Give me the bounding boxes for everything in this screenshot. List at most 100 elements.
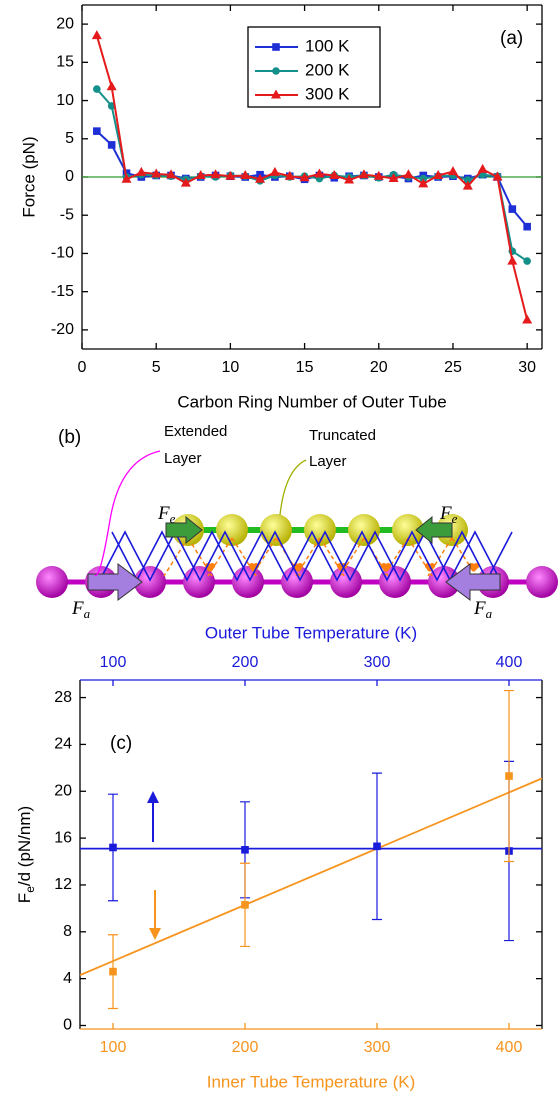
y-tick-label: 20 xyxy=(54,782,72,799)
point xyxy=(358,169,369,179)
interaction xyxy=(339,537,365,577)
point xyxy=(299,172,310,182)
interaction xyxy=(295,537,321,577)
force-symbol: F xyxy=(439,503,452,524)
bottom-atom xyxy=(428,566,460,598)
force-subscript: e xyxy=(452,511,458,526)
point xyxy=(284,170,295,180)
panel-label: (a) xyxy=(500,28,523,49)
force-symbol: F xyxy=(473,598,486,619)
x-tick-label: 200 xyxy=(232,1039,259,1056)
x2-axis-title: Outer Tube Temperature (K) xyxy=(205,623,417,642)
point xyxy=(523,222,531,231)
point xyxy=(492,171,503,181)
y-axis-title: Force (pN) xyxy=(19,136,38,217)
legend-label: 200 K xyxy=(305,60,350,79)
y-tick-label: 0 xyxy=(65,168,74,185)
force-arrow-e xyxy=(415,515,453,545)
heart xyxy=(380,563,392,572)
y-tick-label: 24 xyxy=(54,736,72,753)
force-label: Fe xyxy=(157,503,176,526)
force-label: Fa xyxy=(71,598,91,621)
x-tick-label: 10 xyxy=(221,359,239,376)
force-subscript: e xyxy=(170,511,176,526)
y-tick-label: 15 xyxy=(56,54,74,71)
point xyxy=(344,174,355,184)
force-arrow-a xyxy=(445,563,501,601)
point xyxy=(166,169,177,179)
x2-tick-label: 300 xyxy=(364,654,391,671)
point xyxy=(508,205,517,213)
y-title-sub: e xyxy=(23,886,37,893)
legend-marker xyxy=(272,43,280,51)
x-tick-label: 400 xyxy=(496,1039,523,1056)
interaction xyxy=(231,537,257,577)
interaction xyxy=(319,537,345,577)
top-atom xyxy=(216,514,248,546)
x2-tick-label: 400 xyxy=(496,654,523,671)
point xyxy=(210,169,221,179)
bottom-atom xyxy=(134,566,166,598)
point xyxy=(418,178,429,188)
callout xyxy=(94,450,161,576)
point xyxy=(523,257,531,265)
force-arrow-e xyxy=(165,515,203,545)
force-label: Fe xyxy=(439,503,458,526)
point xyxy=(106,81,117,91)
point xyxy=(464,176,472,184)
top-atom xyxy=(348,514,380,546)
point xyxy=(433,169,444,179)
point xyxy=(255,173,266,183)
panel-label: (b) xyxy=(58,427,81,448)
point xyxy=(151,168,162,178)
y-tick-label: 8 xyxy=(63,923,72,940)
annotation: Extended xyxy=(164,423,227,440)
point xyxy=(507,255,518,265)
y-tick-label: 0 xyxy=(63,1017,72,1034)
point xyxy=(180,177,191,187)
x2-tick-label: 200 xyxy=(232,654,259,671)
bottom-atom xyxy=(36,566,68,598)
annotation: Truncated xyxy=(309,427,376,444)
y-tick-label: -20 xyxy=(51,321,74,338)
fit-line xyxy=(79,777,543,976)
interaction xyxy=(451,537,477,577)
callout xyxy=(279,459,307,516)
point xyxy=(462,180,473,190)
y-tick-label: 4 xyxy=(63,970,72,987)
x-tick-label: 25 xyxy=(444,359,462,376)
x-tick-label: 0 xyxy=(78,359,87,376)
panel-label: (c) xyxy=(110,733,132,754)
heart xyxy=(248,563,260,572)
y-tick-label: 28 xyxy=(54,689,72,706)
y-axis-title: Fe/d (pN/nm) xyxy=(15,806,37,903)
x-tick-label: 15 xyxy=(296,359,314,376)
force-label: Fa xyxy=(473,598,493,621)
point xyxy=(269,166,280,176)
point xyxy=(522,314,533,324)
point xyxy=(93,85,101,93)
point xyxy=(314,168,325,178)
annotation: Layer xyxy=(164,450,202,467)
point xyxy=(107,141,116,149)
interaction xyxy=(383,537,409,577)
interaction xyxy=(187,537,213,577)
point xyxy=(93,127,101,135)
annotation: Layer xyxy=(309,453,347,470)
point xyxy=(195,169,206,179)
y-tick-label: -5 xyxy=(60,206,74,223)
y-tick-label: 16 xyxy=(54,829,72,846)
interaction xyxy=(207,537,233,577)
point xyxy=(136,166,147,176)
legend-marker xyxy=(272,67,280,75)
point xyxy=(121,173,132,183)
x-tick-label: 5 xyxy=(152,359,161,376)
point xyxy=(403,169,414,179)
point xyxy=(91,30,102,40)
y-tick-label: -10 xyxy=(51,245,74,262)
point xyxy=(505,772,513,780)
y-tick-label: 12 xyxy=(54,876,72,893)
bottom-atom xyxy=(281,566,313,598)
interaction xyxy=(251,537,277,577)
